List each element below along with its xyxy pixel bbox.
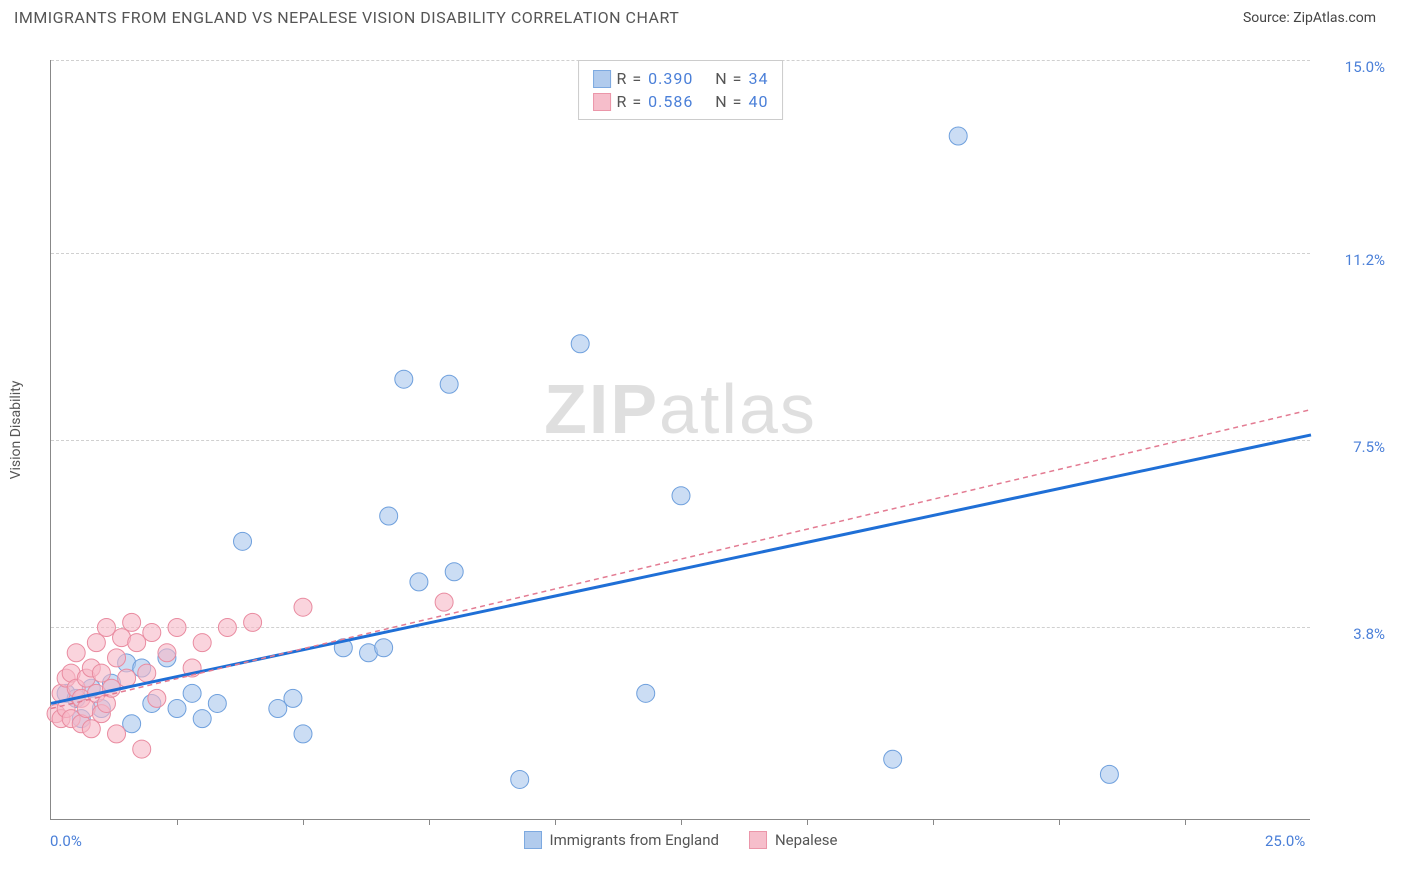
scatter-point-england xyxy=(440,375,458,393)
scatter-point-nepalese xyxy=(148,689,166,707)
scatter-point-england xyxy=(284,689,302,707)
scatter-point-nepalese xyxy=(128,634,146,652)
scatter-point-nepalese xyxy=(97,618,115,636)
scatter-point-nepalese xyxy=(87,634,105,652)
scatter-point-nepalese xyxy=(168,618,186,636)
scatter-point-england xyxy=(193,710,211,728)
n-value-nepalese: 40 xyxy=(748,92,768,111)
x-tick-label: 0.0% xyxy=(50,832,82,850)
regression-line-england xyxy=(51,435,1311,704)
scatter-point-nepalese xyxy=(108,725,126,743)
legend-label-nepalese: Nepalese xyxy=(775,831,838,849)
scatter-point-nepalese xyxy=(92,664,110,682)
x-tick xyxy=(303,819,304,825)
x-tick xyxy=(555,819,556,825)
scatter-point-england xyxy=(571,335,589,353)
n-value-england: 34 xyxy=(748,69,768,88)
scatter-point-nepalese xyxy=(143,624,161,642)
legend-series: Immigrants from England Nepalese xyxy=(524,831,838,849)
swatch-england-icon xyxy=(593,70,611,88)
scatter-svg xyxy=(51,60,1310,819)
source-prefix: Source: xyxy=(1243,10,1293,26)
swatch-nepalese-icon xyxy=(593,93,611,111)
y-tick-label: 11.2% xyxy=(1345,251,1385,269)
chart-source: Source: ZipAtlas.com xyxy=(1243,10,1376,26)
scatter-point-england xyxy=(269,700,287,718)
n-label: N = xyxy=(715,69,742,88)
x-tick xyxy=(807,819,808,825)
x-tick xyxy=(1185,819,1186,825)
x-tick xyxy=(429,819,430,825)
chart-title: IMMIGRANTS FROM ENGLAND VS NEPALESE VISI… xyxy=(14,8,679,27)
chart-header: IMMIGRANTS FROM ENGLAND VS NEPALESE VISI… xyxy=(0,0,1406,35)
legend-stats: R = 0.390 N = 34 R = 0.586 N = 40 xyxy=(578,60,784,120)
scatter-point-england xyxy=(183,684,201,702)
scatter-point-nepalese xyxy=(435,593,453,611)
scatter-point-nepalese xyxy=(218,618,236,636)
y-tick-label: 3.8% xyxy=(1353,625,1385,643)
scatter-point-nepalese xyxy=(118,669,136,687)
chart-container: Vision Disability 3.8%7.5%11.2%15.0% ZIP… xyxy=(50,40,1310,820)
scatter-point-england xyxy=(380,507,398,525)
scatter-point-england xyxy=(637,684,655,702)
scatter-point-england xyxy=(884,750,902,768)
y-tick-label: 7.5% xyxy=(1353,438,1385,456)
x-tick-label: 25.0% xyxy=(1265,832,1305,850)
legend-stats-row-england: R = 0.390 N = 34 xyxy=(593,67,769,90)
scatter-point-nepalese xyxy=(294,598,312,616)
r-label: R = xyxy=(617,69,643,88)
scatter-point-nepalese xyxy=(158,644,176,662)
scatter-point-england xyxy=(511,770,529,788)
swatch-nepalese-icon xyxy=(749,831,767,849)
scatter-point-england xyxy=(410,573,428,591)
scatter-point-nepalese xyxy=(244,613,262,631)
scatter-point-england xyxy=(168,700,186,718)
scatter-point-england xyxy=(949,127,967,145)
x-tick xyxy=(933,819,934,825)
n-label: N = xyxy=(715,92,742,111)
source-name: ZipAtlas.com xyxy=(1293,10,1376,26)
legend-stats-row-nepalese: R = 0.586 N = 40 xyxy=(593,90,769,113)
x-tick xyxy=(1059,819,1060,825)
legend-label-england: Immigrants from England xyxy=(550,831,719,849)
scatter-point-england xyxy=(375,639,393,657)
scatter-point-nepalese xyxy=(133,740,151,758)
scatter-point-england xyxy=(234,532,252,550)
scatter-point-england xyxy=(445,563,463,581)
x-tick xyxy=(681,819,682,825)
swatch-england-icon xyxy=(524,831,542,849)
scatter-point-england xyxy=(208,694,226,712)
y-axis-title: Vision Disability xyxy=(8,381,24,480)
r-label: R = xyxy=(617,92,643,111)
scatter-point-nepalese xyxy=(67,644,85,662)
legend-item-england: Immigrants from England xyxy=(524,831,719,849)
r-value-nepalese: 0.586 xyxy=(648,92,693,111)
scatter-point-england xyxy=(123,715,141,733)
scatter-point-england xyxy=(672,487,690,505)
scatter-point-england xyxy=(395,370,413,388)
y-tick-label: 15.0% xyxy=(1345,58,1385,76)
scatter-point-nepalese xyxy=(193,634,211,652)
scatter-point-nepalese xyxy=(82,720,100,738)
scatter-point-nepalese xyxy=(123,613,141,631)
scatter-point-nepalese xyxy=(108,649,126,667)
plot-area: 3.8%7.5%11.2%15.0% ZIPatlas R = 0.390 N … xyxy=(50,60,1310,820)
scatter-point-nepalese xyxy=(138,664,156,682)
r-value-england: 0.390 xyxy=(648,69,693,88)
scatter-point-england xyxy=(294,725,312,743)
x-tick xyxy=(177,819,178,825)
legend-item-nepalese: Nepalese xyxy=(749,831,838,849)
scatter-point-england xyxy=(1100,765,1118,783)
